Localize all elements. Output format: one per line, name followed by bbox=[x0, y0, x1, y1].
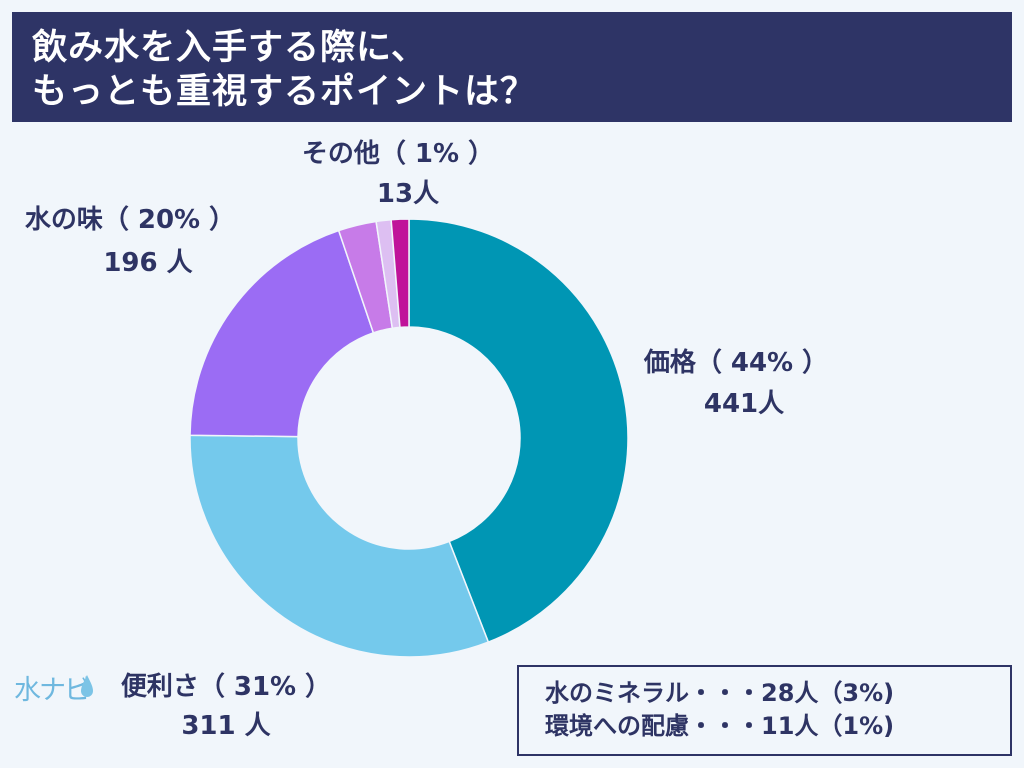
title-banner: 飲み水を入手する際に、 もっとも重視するポイントは？ bbox=[12, 12, 1012, 122]
water-drop-icon bbox=[81, 675, 93, 697]
chart-title-line-1: 飲み水を入手する際に、 bbox=[32, 28, 427, 68]
label-sonota: その他（ 1% ） bbox=[302, 139, 494, 169]
label-kakaku: 価格（ 44% ） bbox=[643, 347, 828, 378]
label-mizunoaji: 水の味（ 20% ） bbox=[25, 205, 235, 235]
note-mineral: 水のミネラル・・・28人（3%) bbox=[545, 679, 895, 707]
brand-logo: 水ナビ bbox=[14, 668, 94, 718]
chart-title-line-2: もっとも重視するポイントは？ bbox=[32, 72, 537, 112]
label-kakaku-count: 441人 bbox=[704, 389, 784, 419]
label-benrisa-count: 311 人 bbox=[181, 711, 270, 741]
slice-2 bbox=[189, 229, 375, 438]
label-benrisa: 便利さ（ 31% ） bbox=[121, 672, 331, 702]
label-mizunoaji-count: 196 人 bbox=[103, 248, 192, 278]
slice-0 bbox=[408, 218, 629, 644]
logo-text: 水ナビ bbox=[14, 675, 91, 706]
slice-1 bbox=[189, 434, 490, 658]
donut-slices bbox=[189, 218, 629, 658]
label-sonota-count: 13人 bbox=[377, 179, 439, 209]
minor-categories-note: 水のミネラル・・・28人（3%) 環境への配慮・・・11人（1%) bbox=[517, 665, 1012, 756]
note-environment: 環境への配慮・・・11人（1%) bbox=[545, 712, 895, 740]
slice-5 bbox=[390, 218, 410, 329]
